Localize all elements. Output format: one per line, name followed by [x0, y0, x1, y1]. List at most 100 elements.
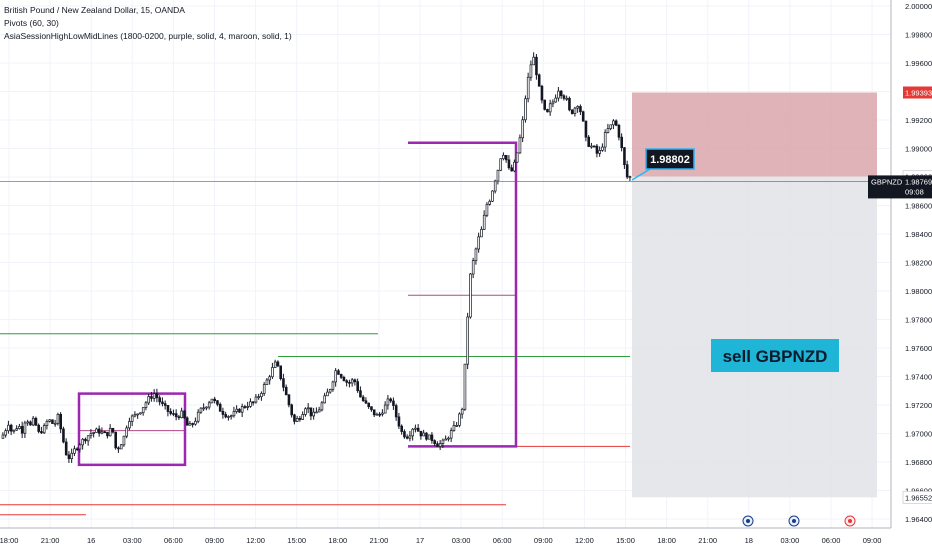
candle-body	[328, 389, 332, 393]
candle-body	[95, 428, 98, 433]
candle-body	[188, 423, 192, 426]
asia-session-indicator-label[interactable]: AsiaSessionHighLowMidLines (1800-0200, p…	[4, 31, 292, 41]
candle-body	[304, 408, 307, 415]
candle-body	[543, 99, 546, 110]
candle-body	[224, 414, 227, 418]
candle-body	[136, 413, 139, 416]
candle-body	[246, 406, 249, 408]
candle-body	[612, 120, 615, 126]
candle-body	[34, 417, 38, 426]
current-price-tag[interactable]	[868, 175, 932, 199]
asia-session-box[interactable]	[77, 392, 187, 467]
target-price-tag[interactable]	[902, 491, 932, 504]
candle-body	[614, 120, 618, 126]
asia-session-box[interactable]	[408, 141, 518, 448]
candle-body	[133, 414, 137, 417]
candle-body	[548, 103, 552, 113]
candle-body	[623, 147, 626, 166]
candle-body	[584, 120, 588, 138]
sell-annotation-box[interactable]	[711, 339, 839, 372]
x-tick-label: 21:00	[370, 536, 389, 545]
candle-body	[587, 136, 590, 147]
x-tick-label: 09:00	[205, 536, 224, 545]
candle-body	[496, 169, 500, 182]
candle-body	[257, 396, 260, 399]
candle-body	[411, 428, 414, 437]
candle-body	[447, 437, 450, 440]
candle-body	[161, 401, 164, 404]
y-tick-label: 1.99000	[905, 145, 932, 154]
candle-body	[194, 420, 197, 425]
candle-body	[414, 427, 417, 430]
x-tick-label: 06:00	[822, 536, 841, 545]
stop-price-tag[interactable]	[903, 86, 932, 99]
candle-body	[526, 76, 530, 100]
candle-body	[235, 408, 238, 412]
candle-body	[240, 406, 244, 413]
candle-body	[403, 431, 406, 438]
candle-body	[416, 427, 420, 432]
candle-body	[271, 367, 274, 378]
time-axis-background	[0, 528, 891, 550]
candle-body	[515, 152, 519, 163]
candle-body	[458, 413, 461, 426]
candle-body	[617, 124, 621, 138]
candle-body	[455, 425, 458, 427]
candle-body	[70, 452, 73, 460]
candle-body	[425, 432, 428, 440]
pivots-indicator-label[interactable]: Pivots (60, 30)	[4, 18, 59, 28]
candle-body	[315, 411, 318, 414]
candle-body	[185, 417, 189, 426]
candle-body	[320, 402, 324, 411]
candle-body	[265, 379, 269, 385]
candle-body	[78, 444, 82, 450]
candle-body	[485, 203, 489, 216]
candle-body	[529, 64, 533, 78]
price-badge[interactable]	[645, 148, 695, 170]
take-profit-zone[interactable]	[632, 176, 877, 498]
current-price-tag-text: 1.98769	[905, 177, 932, 186]
candle-body	[207, 402, 211, 408]
candle-body	[4, 430, 7, 436]
y-tick-label: 1.99800	[905, 31, 932, 40]
symbol-title[interactable]: British Pound / New Zealand Dollar, 15, …	[4, 5, 185, 15]
price-axis-background	[890, 0, 932, 550]
candle-body	[449, 430, 453, 439]
candle-body	[466, 316, 469, 365]
candle-body	[326, 391, 329, 397]
y-tick-label: 1.96600	[905, 487, 932, 496]
candle-body	[482, 214, 486, 230]
candle-body	[282, 378, 285, 388]
candle-body	[392, 400, 395, 406]
candle-body	[309, 407, 313, 417]
candle-body	[174, 413, 178, 418]
candle-body	[518, 137, 522, 154]
candle-body	[147, 396, 150, 404]
candle-body	[111, 427, 115, 433]
candle-body	[199, 407, 203, 413]
candle-body	[595, 145, 599, 154]
candle-body	[331, 381, 335, 390]
candle-body	[152, 393, 156, 399]
candle-body	[298, 417, 302, 420]
candle-body	[488, 200, 491, 205]
candle-body	[114, 431, 117, 449]
candle-body	[243, 406, 247, 408]
candle-body	[359, 390, 362, 398]
candle-body	[562, 95, 566, 99]
candle-body	[502, 155, 505, 160]
candle-body	[592, 145, 596, 148]
candle-body	[276, 361, 280, 367]
candle-body	[469, 273, 472, 318]
candle-body	[29, 421, 32, 426]
y-tick-label: 1.97600	[905, 344, 932, 353]
candle-body	[75, 448, 79, 451]
candle-body	[262, 384, 266, 394]
candle-body	[317, 409, 321, 413]
candle-body	[128, 421, 131, 429]
candle-body	[196, 411, 200, 422]
candle-body	[405, 436, 409, 439]
badge-pointer	[631, 168, 651, 181]
candle-body	[422, 432, 425, 437]
